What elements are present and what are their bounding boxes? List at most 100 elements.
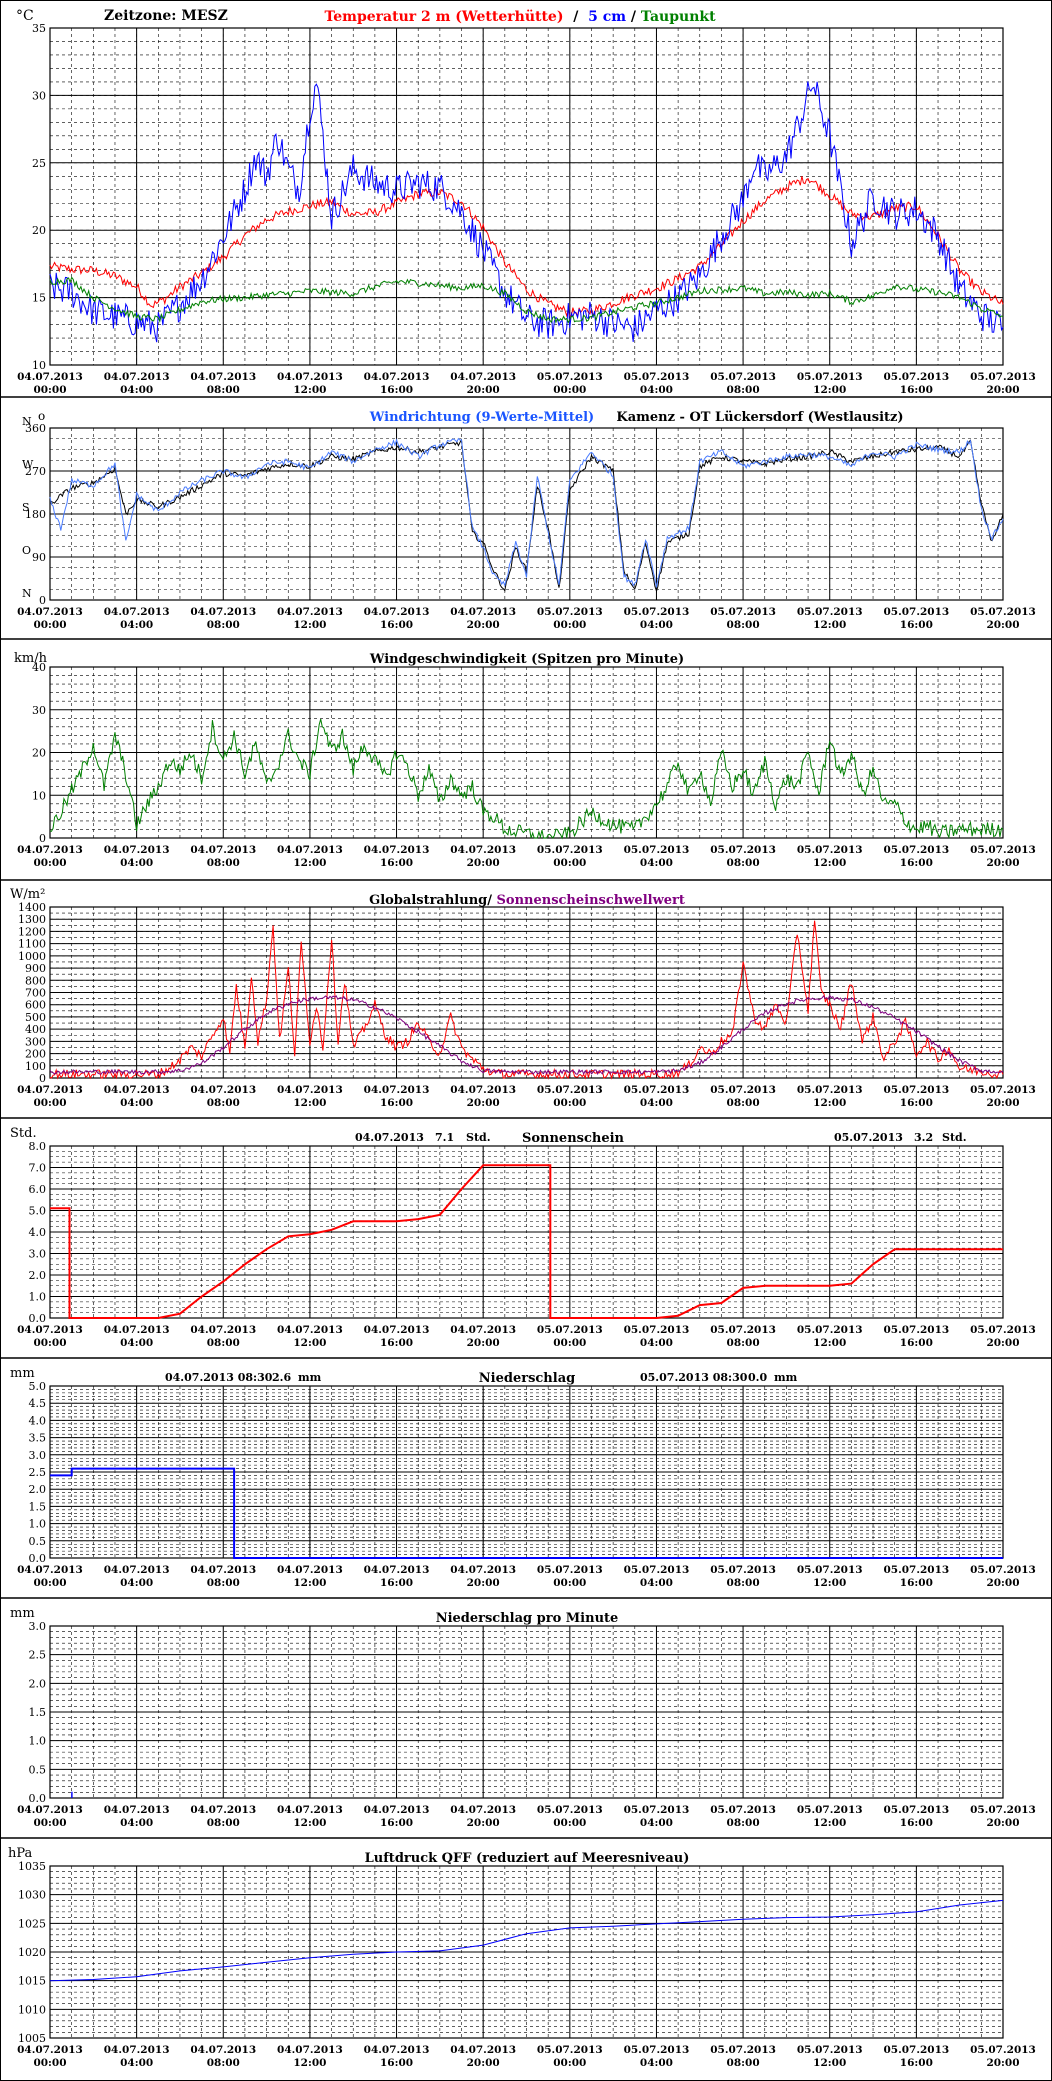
- x-tick-label: 04.07.2013: [190, 2044, 256, 2056]
- x-tick-label: 00:00: [33, 1337, 66, 1349]
- x-tick-label: 04.07.2013: [364, 371, 430, 383]
- x-tick-label: 20:00: [467, 1337, 500, 1349]
- y-tick-label: 20: [32, 747, 46, 760]
- y-tick-label: 40: [32, 661, 46, 674]
- x-tick-label: 00:00: [33, 1817, 66, 1829]
- x-tick-label: 04.07.2013: [190, 371, 256, 383]
- x-tick-label: 05.07.2013: [797, 1324, 863, 1336]
- y-tick-label: 0.5: [29, 1535, 47, 1548]
- x-tick-label: 12:00: [293, 1577, 326, 1589]
- x-tick-label: 16:00: [380, 384, 413, 396]
- precip-d1-date: 04.07.2013 08:30: [165, 1371, 273, 1384]
- x-tick-label: 16:00: [380, 1577, 413, 1589]
- x-tick-label: 05.07.2013: [624, 1084, 690, 1096]
- x-tick-label: 16:00: [380, 1337, 413, 1349]
- x-tick-label: 04.07.2013: [277, 1324, 343, 1336]
- x-tick-label: 08:00: [727, 1577, 760, 1589]
- x-tick-label: 20:00: [986, 1097, 1019, 1109]
- x-tick-label: 04.07.2013: [104, 1804, 170, 1816]
- x-tick-label: 04.07.2013: [450, 371, 516, 383]
- x-tick-label: 08:00: [207, 619, 240, 631]
- compass-label: O: [22, 544, 31, 557]
- y-tick-label: 1100: [18, 938, 46, 951]
- y-tick-label: 1015: [18, 1975, 46, 1988]
- temp-title: Temperatur 2 m (Wetterhütte) / 5 cm / Ta…: [324, 9, 716, 25]
- x-tick-label: 04.07.2013: [17, 1564, 83, 1576]
- panel-wind-direction: o Windrichtung (9-Werte-Mittel) Kamenz -…: [17, 409, 1036, 631]
- x-tick-label: 04:00: [640, 857, 673, 869]
- x-tick-label: 20:00: [986, 2057, 1019, 2069]
- x-tick-label: 05.07.2013: [624, 606, 690, 618]
- compass-label: N: [22, 587, 32, 600]
- y-tick-label: 0.0: [29, 1792, 47, 1805]
- x-tick-label: 04:00: [640, 2057, 673, 2069]
- panel-temperature: °C Zeitzone: MESZ Temperatur 2 m (Wetter…: [16, 8, 1036, 396]
- x-tick-label: 04.07.2013: [277, 1084, 343, 1096]
- y-tick-label: 1020: [18, 1946, 46, 1959]
- x-tick-label: 05.07.2013: [797, 371, 863, 383]
- panel-sunshine: Std. 04.07.2013 7.1 Std. Sonnenschein 05…: [10, 1126, 1036, 1349]
- x-tick-label: 04:00: [640, 1337, 673, 1349]
- precip-d2-val: 0.0: [748, 1371, 767, 1384]
- x-tick-label: 04.07.2013: [277, 2044, 343, 2056]
- x-tick-label: 20:00: [467, 1817, 500, 1829]
- y-tick-label: 1.0: [29, 1291, 47, 1304]
- y-tick-label: 1.5: [29, 1500, 47, 1513]
- wind-dir-extra: o: [38, 409, 45, 423]
- plot-frame: [49, 666, 1004, 839]
- x-tick-label: 05.07.2013: [710, 1804, 776, 1816]
- y-tick-label: 1.0: [29, 1518, 47, 1531]
- x-tick-label: 04.07.2013: [450, 2044, 516, 2056]
- series-line: [49, 81, 1004, 343]
- y-tick-label: 1300: [18, 913, 46, 926]
- y-tick-label: 1035: [18, 1860, 46, 1873]
- compass-label: W: [22, 458, 34, 471]
- temp-title-part: Temperatur 2 m (Wetterhütte): [324, 9, 563, 25]
- sunshine-d1-val: 7.1: [435, 1131, 454, 1144]
- panel-wind-speed: km/h Windgeschwindigkeit (Spitzen pro Mi…: [14, 651, 1036, 869]
- x-tick-label: 00:00: [553, 1097, 586, 1109]
- x-tick-label: 04:00: [640, 619, 673, 631]
- x-tick-label: 04:00: [120, 1577, 153, 1589]
- x-tick-label: 04.07.2013: [450, 606, 516, 618]
- sunshine-d2-unit: Std.: [942, 1131, 967, 1144]
- x-tick-label: 08:00: [727, 1337, 760, 1349]
- x-tick-label: 05.07.2013: [537, 844, 603, 856]
- y-tick-label: 1025: [18, 1917, 46, 1930]
- x-tick-label: 20:00: [986, 619, 1019, 631]
- x-tick-label: 05.07.2013: [710, 2044, 776, 2056]
- x-tick-label: 16:00: [380, 857, 413, 869]
- x-tick-label: 04.07.2013: [277, 844, 343, 856]
- x-tick-label: 05.07.2013: [970, 844, 1036, 856]
- x-tick-label: 04.07.2013: [104, 2044, 170, 2056]
- x-tick-label: 05.07.2013: [797, 1564, 863, 1576]
- x-tick-label: 04.07.2013: [17, 2044, 83, 2056]
- x-tick-label: 05.07.2013: [624, 1804, 690, 1816]
- y-tick-label: 7.0: [29, 1162, 47, 1175]
- x-tick-label: 00:00: [553, 1577, 586, 1589]
- x-tick-label: 20:00: [986, 384, 1019, 396]
- y-tick-label: 10: [32, 789, 46, 802]
- precip-min-title: Niederschlag pro Minute: [436, 1611, 619, 1626]
- y-tick-label: 1010: [18, 2003, 46, 2016]
- x-tick-label: 04.07.2013: [364, 1804, 430, 1816]
- wind-speed-unit: km/h: [14, 651, 48, 666]
- x-tick-label: 04.07.2013: [364, 1564, 430, 1576]
- y-tick-label: 1030: [18, 1889, 46, 1902]
- x-tick-label: 20:00: [467, 857, 500, 869]
- x-tick-label: 04.07.2013: [190, 1084, 256, 1096]
- x-tick-label: 04.07.2013: [17, 1084, 83, 1096]
- x-tick-label: 05.07.2013: [797, 844, 863, 856]
- series-line: [50, 1164, 1003, 1319]
- x-tick-label: 05.07.2013: [797, 1084, 863, 1096]
- y-tick-label: 1.0: [29, 1735, 47, 1748]
- x-tick-label: 05.07.2013: [883, 371, 949, 383]
- y-tick-label: 2.0: [29, 1483, 47, 1496]
- x-tick-label: 20:00: [467, 619, 500, 631]
- y-tick-label: 0: [39, 1072, 46, 1085]
- x-tick-label: 04.07.2013: [190, 1564, 256, 1576]
- x-tick-label: 05.07.2013: [624, 1324, 690, 1336]
- x-tick-label: 20:00: [986, 857, 1019, 869]
- x-tick-label: 08:00: [207, 1097, 240, 1109]
